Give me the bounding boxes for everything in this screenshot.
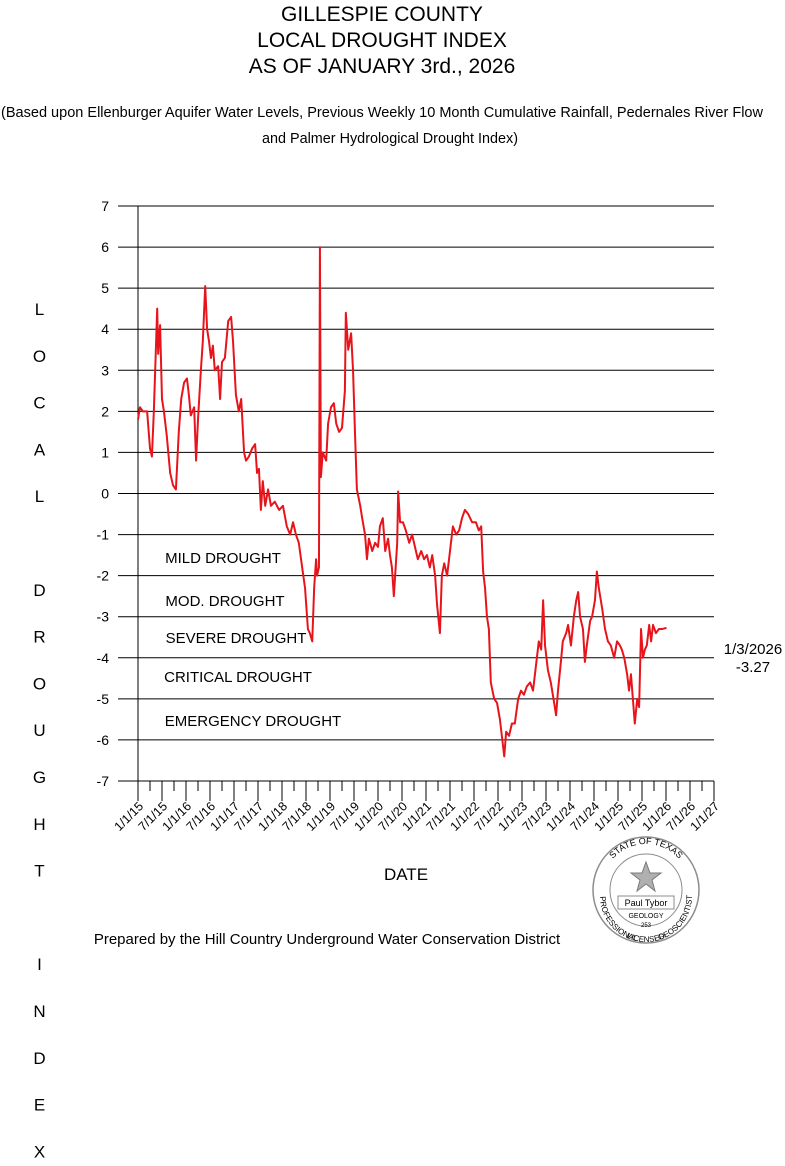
y-tick-label: 5 (101, 280, 109, 296)
seal-text: Paul Tybor (625, 898, 668, 908)
chart-subtitle: and Palmer Hydrological Drought Index) (262, 130, 518, 147)
data-line (137, 246, 667, 758)
zone-label: EMERGENCY DROUGHT (165, 713, 341, 730)
seal-text: STATE OF TEXAS (607, 836, 685, 860)
last-value: -3.27 (736, 659, 770, 676)
zone-label: SEVERE DROUGHT (166, 630, 307, 647)
zone-label: CRITICAL DROUGHT (164, 669, 312, 686)
y-tick-label: 2 (101, 403, 109, 419)
y-tick-label: -7 (97, 773, 110, 789)
seal-outer (592, 836, 700, 944)
zone-label: MILD DROUGHT (165, 550, 281, 567)
y-axis-label: L O C A L D R O U G H T I N D E X (30, 300, 49, 1166)
y-tick-label: -1 (97, 527, 110, 543)
seal-arc-text: STATE OF TEXAS (607, 836, 685, 860)
chart-title: LOCAL DROUGHT INDEX (257, 29, 507, 52)
y-tick-label: 1 (101, 444, 109, 460)
seal-text: 253 (641, 923, 652, 929)
chart: STATE OF TEXASPROFESSIONALLICENSEDGEOSCI… (1, 3, 782, 948)
seal-star (629, 860, 663, 893)
last-date: 1/3/2026 (724, 641, 782, 658)
seal-text: GEOLOGY (628, 913, 663, 920)
seal-inner (609, 853, 683, 927)
chart-title: GILLESPIE COUNTY (281, 3, 483, 26)
x-axis-label: DATE (384, 865, 428, 884)
y-tick-label: -6 (97, 732, 110, 748)
y-tick-label: 3 (101, 362, 109, 378)
y-tick-label: -3 (97, 609, 110, 625)
chart-title: AS OF JANUARY 3rd., 2026 (249, 55, 516, 78)
y-tick-label: -2 (97, 568, 110, 584)
y-tick-label: 4 (101, 321, 109, 337)
chart-subtitle: (Based upon Ellenburger Aquifer Water Le… (1, 104, 763, 121)
seal-arc-text: LICENSED (626, 931, 667, 944)
y-tick-label: -4 (97, 650, 110, 666)
seal: STATE OF TEXASPROFESSIONALLICENSEDGEOSCI… (592, 836, 700, 944)
footer: Prepared by the Hill Country Underground… (94, 931, 561, 948)
y-tick-label: 7 (101, 198, 109, 214)
seal-name-box (617, 895, 675, 910)
y-tick-label: 0 (101, 486, 109, 502)
zone-label: MOD. DROUGHT (165, 593, 284, 610)
y-tick-label: -5 (97, 691, 110, 707)
seal-text: LICENSED (626, 931, 667, 944)
page: {"chart_data": { "type": "line", "title"… (1, 3, 783, 1166)
y-tick-label: 6 (101, 239, 109, 255)
